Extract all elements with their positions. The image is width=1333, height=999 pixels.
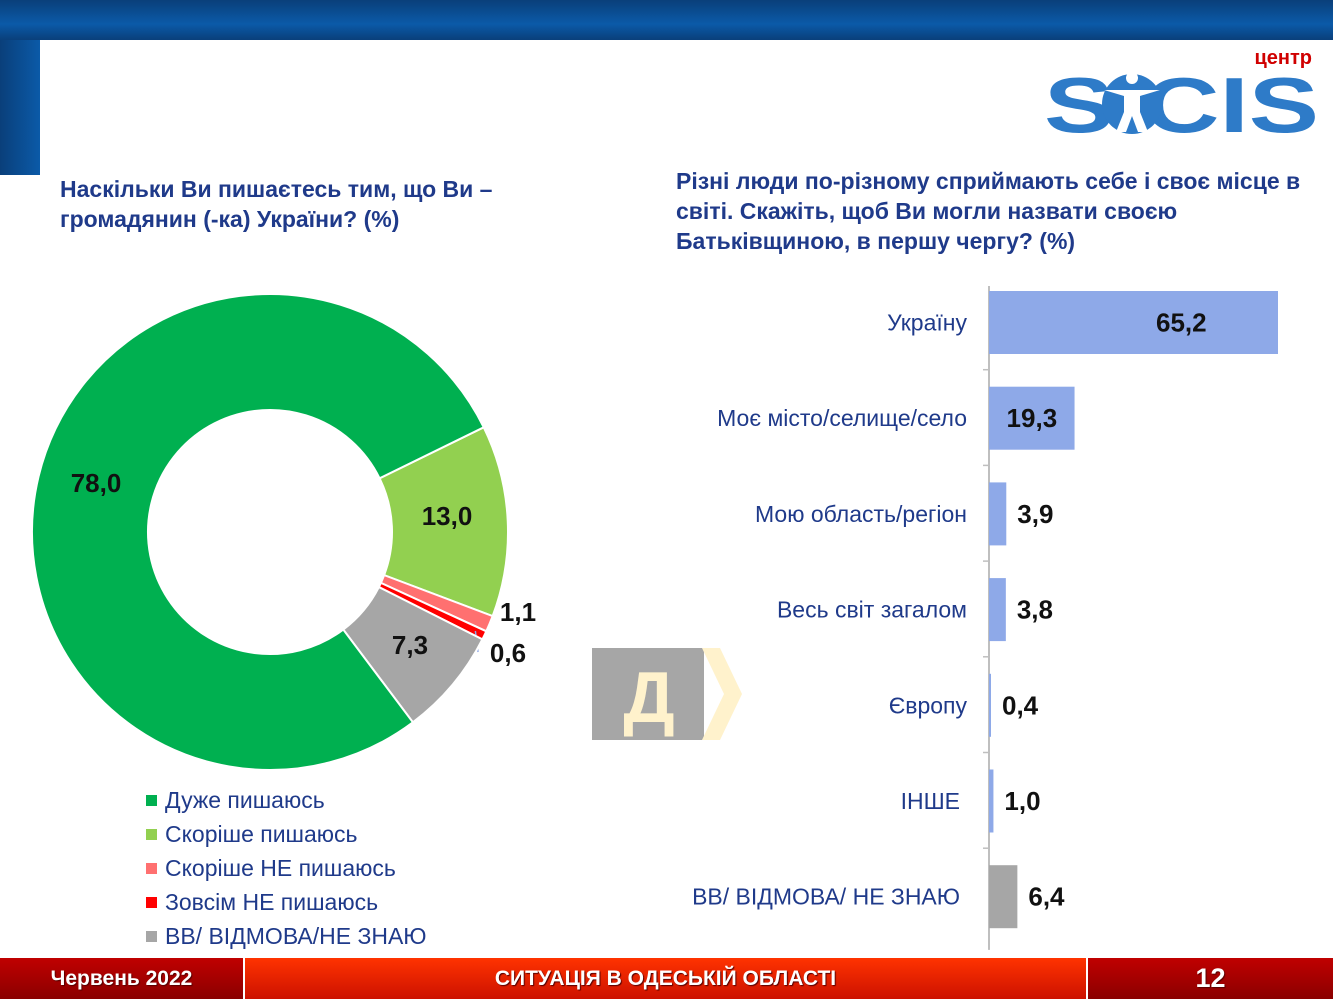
donut-chart: 13,0 1,1 0,6 7,3 78,0	[31, 293, 536, 771]
chevron-arrow-icon: Д	[592, 648, 742, 740]
legend-label: Дуже пишаюсь	[165, 786, 325, 813]
legend-swatch	[146, 896, 157, 908]
svg-text:S CIS: S CIS	[1044, 61, 1319, 144]
bar-title: Різні люди по-різному сприймають себе і …	[676, 168, 1301, 254]
value-label: 19,3	[1007, 403, 1058, 433]
legend-item: ВВ/ ВІДМОВА/НЕ ЗНАЮ	[146, 919, 427, 953]
category-label: Європу	[889, 692, 968, 718]
legend-swatch	[146, 794, 157, 806]
footer: Червень 2022 СИТУАЦІЯ В ОДЕСЬКІЙ ОБЛАСТІ…	[0, 958, 1333, 999]
legend-label: Зовсім НЕ пишаюсь	[165, 888, 379, 915]
value-label: 65,2	[1156, 308, 1207, 338]
bar	[989, 865, 1018, 929]
top-bar	[0, 0, 1333, 40]
category-label: ВВ/ ВІДМОВА/ НЕ ЗНАЮ	[692, 884, 960, 910]
side-accent	[0, 40, 40, 175]
donut-title: Наскільки Ви пишаєтесь тим, що Ви – гром…	[60, 176, 493, 232]
value-label: 1,0	[1004, 786, 1040, 816]
bar	[989, 673, 991, 737]
footer-date: Червень 2022	[0, 958, 245, 999]
slice-label: 7,3	[392, 630, 428, 660]
legend-swatch	[146, 862, 157, 874]
donut-legend: Дуже пишаюсь Скоріше пишаюсь Скоріше НЕ …	[146, 783, 427, 953]
category-label: Весь світ загалом	[777, 597, 967, 623]
legend-label: Скоріше пишаюсь	[165, 820, 358, 847]
slice-label: 78,0	[71, 468, 122, 498]
socis-logo: центр S CIS	[1044, 47, 1319, 144]
legend-item: Дуже пишаюсь	[146, 783, 427, 817]
footer-title: СИТУАЦІЯ В ОДЕСЬКІЙ ОБЛАСТІ	[245, 958, 1088, 999]
bar	[989, 291, 1278, 354]
legend-label: ВВ/ ВІДМОВА/НЕ ЗНАЮ	[165, 922, 427, 949]
value-label: 0,4	[1002, 690, 1039, 720]
donut-slice	[378, 425, 509, 618]
page-number: 12	[1088, 958, 1333, 999]
bar	[989, 386, 1075, 450]
category-label: Мою область/регіон	[755, 501, 967, 527]
svg-text:центр: центр	[1254, 47, 1312, 69]
bar-chart: Україну 65,2 Моє місто/селище/село 19,3 Мою …	[692, 286, 1278, 950]
category-label: Україну	[887, 310, 967, 336]
legend-swatch	[146, 828, 157, 840]
value-label: 3,8	[1017, 595, 1053, 625]
slice-label: 13,0	[422, 501, 473, 531]
legend-swatch	[146, 930, 157, 942]
bar	[989, 482, 1007, 546]
arrow-label: Д	[623, 658, 674, 738]
legend-label: Скоріше НЕ пишаюсь	[165, 854, 396, 881]
category-label: ІНШЕ	[901, 788, 960, 814]
slice-label: 1,1	[500, 597, 536, 627]
bar	[989, 578, 1006, 642]
donut-slice	[31, 293, 486, 771]
legend-item: Скоріше НЕ пишаюсь	[146, 851, 427, 885]
legend-item: Скоріше пишаюсь	[146, 817, 427, 851]
value-label: 6,4	[1028, 882, 1065, 912]
category-label: Моє місто/селище/село	[717, 405, 967, 431]
value-label: 3,9	[1017, 499, 1053, 529]
bar	[989, 769, 994, 833]
legend-item: Зовсім НЕ пишаюсь	[146, 885, 427, 919]
slice-label: 0,6	[490, 638, 526, 668]
